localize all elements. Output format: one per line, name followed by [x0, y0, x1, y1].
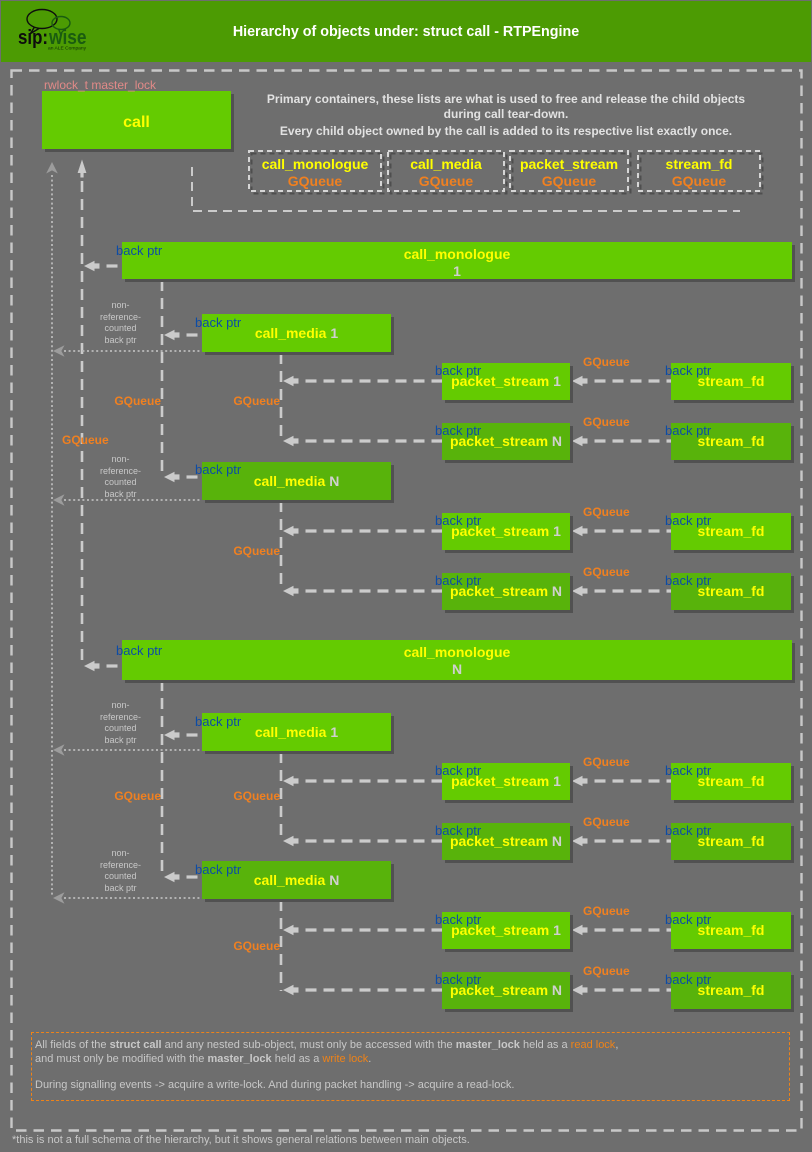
- svg-text:an ALE Company: an ALE Company: [48, 46, 87, 52]
- svg-text:wise: wise: [48, 27, 86, 49]
- svg-text:sip:: sip:: [18, 27, 48, 49]
